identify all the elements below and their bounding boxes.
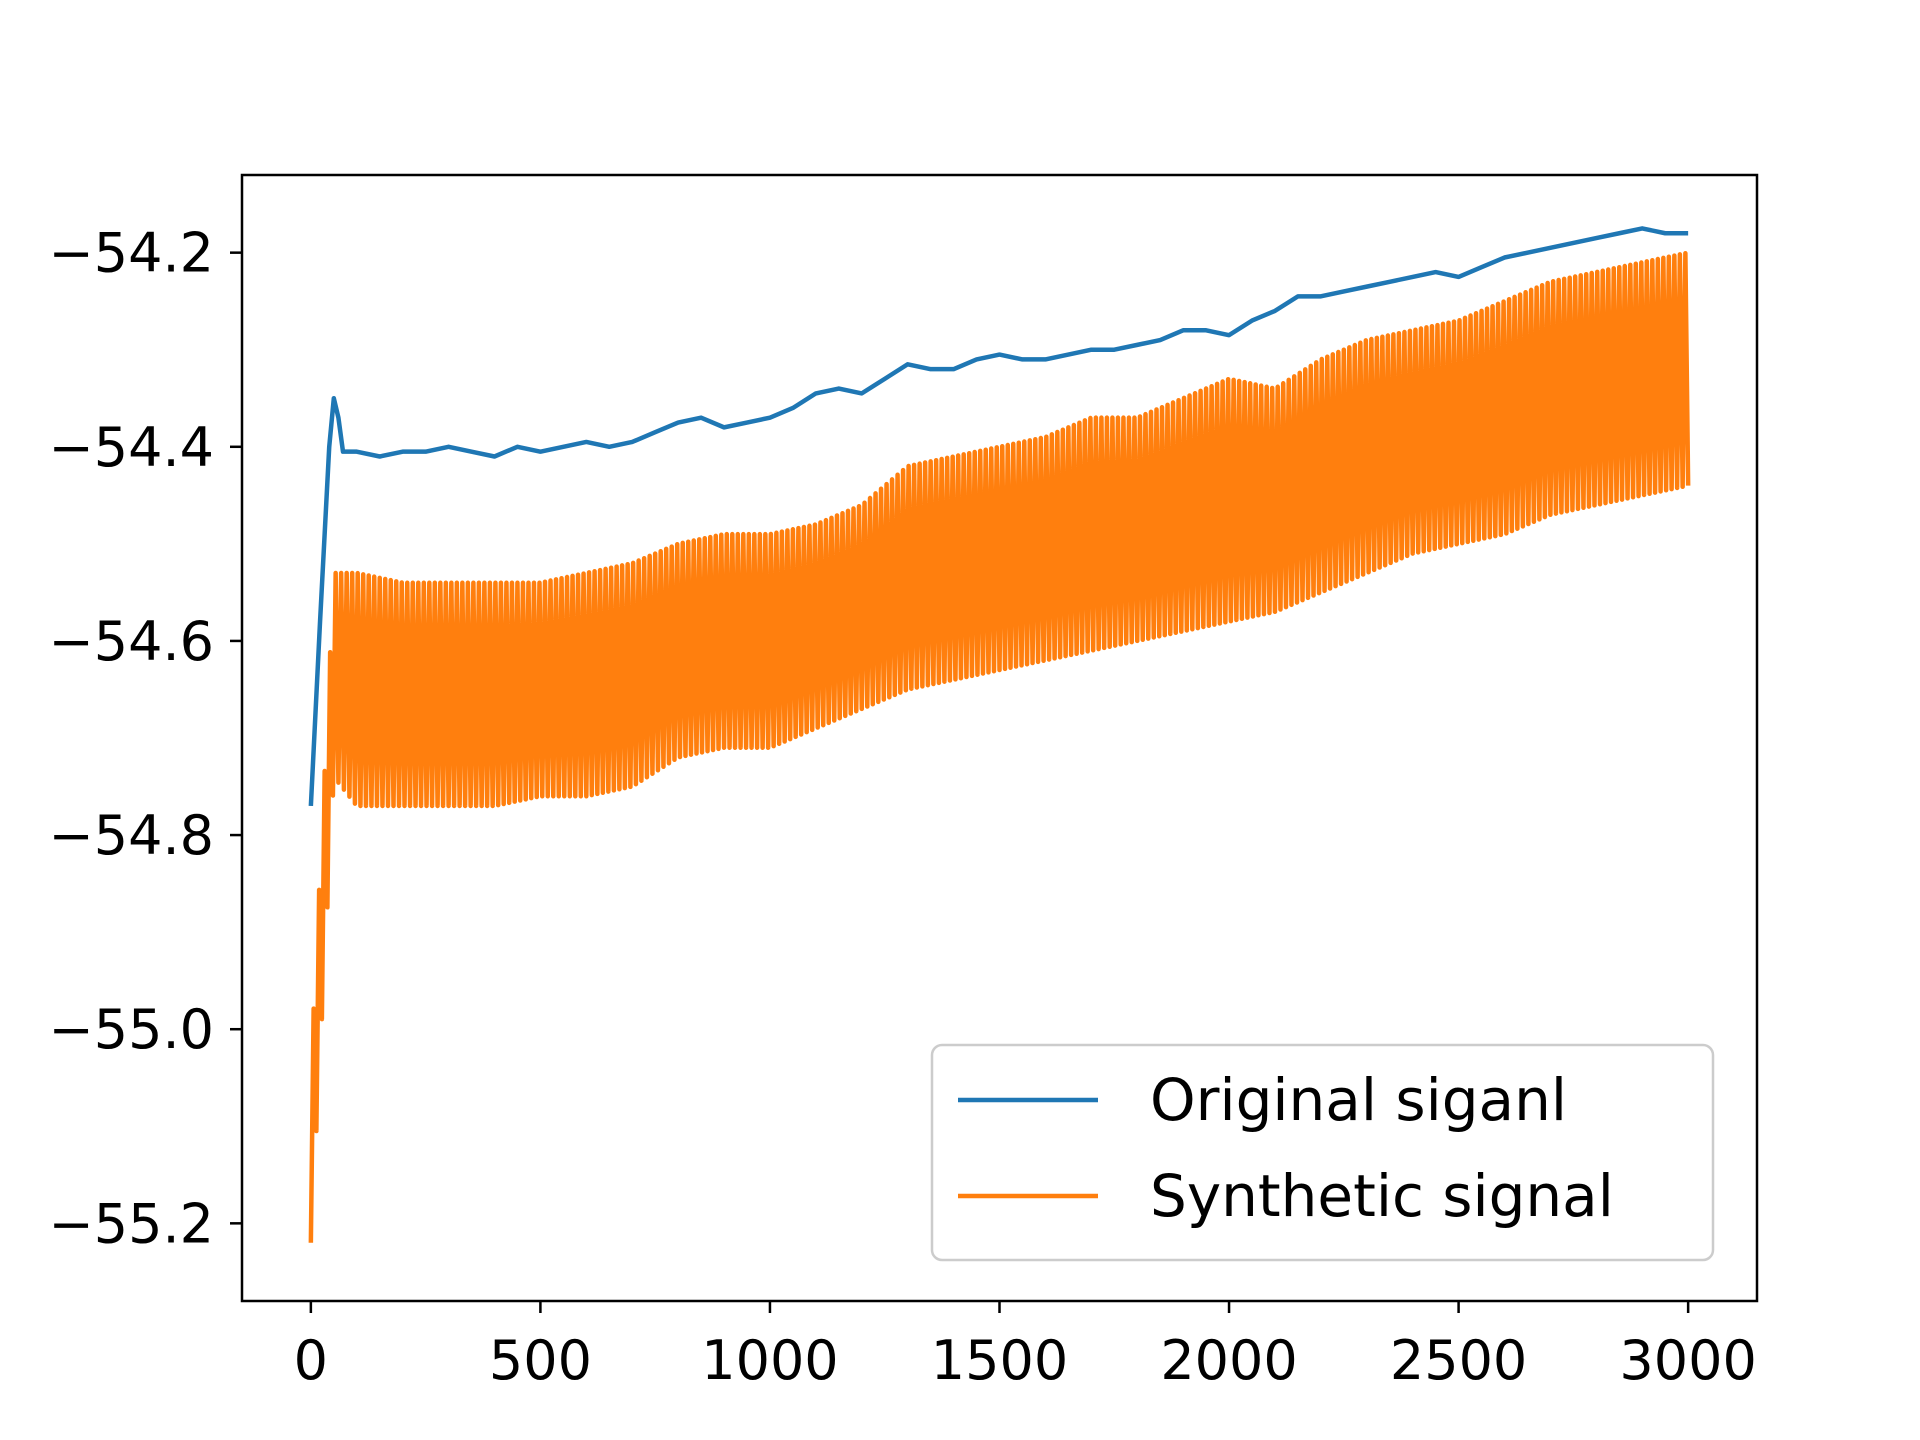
y-axis: −54.2 −54.4 −54.6 −54.8 −55.0 −55.2 <box>49 222 242 1255</box>
x-tick-label: 500 <box>489 1329 592 1392</box>
plot-content <box>308 226 1691 1243</box>
series-synthetic-signal-line <box>308 250 1691 1243</box>
series-original-signal-line <box>308 226 1689 807</box>
x-tick-label: 0 <box>294 1329 328 1392</box>
legend-label: Synthetic signal <box>1150 1162 1614 1230</box>
y-tick-label: −54.2 <box>49 222 214 285</box>
x-tick-label: 3000 <box>1619 1329 1756 1392</box>
x-tick-label: 1500 <box>931 1329 1068 1392</box>
x-tick-label: 1000 <box>701 1329 838 1392</box>
legend-box <box>930 1043 1715 1262</box>
y-tick-label: −55.0 <box>49 998 214 1061</box>
x-axis: 0 500 1000 1500 2000 2500 3000 <box>294 1301 1757 1392</box>
y-tick-label: −54.6 <box>49 610 214 673</box>
legend-label: Original siganl <box>1150 1066 1567 1134</box>
x-tick-label: 2500 <box>1390 1329 1527 1392</box>
y-tick-label: −54.4 <box>49 416 214 479</box>
x-tick-label: 2000 <box>1160 1329 1297 1392</box>
y-tick-label: −55.2 <box>49 1192 214 1255</box>
y-tick-label: −54.8 <box>49 804 214 867</box>
legend: Original siganl Synthetic signal <box>930 1043 1715 1262</box>
